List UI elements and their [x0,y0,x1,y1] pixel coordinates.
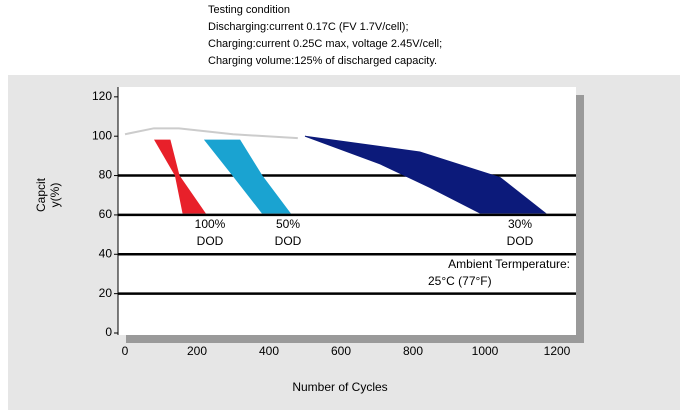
title-line: Testing condition [208,4,290,16]
ambient-label: Ambient Termperature: [448,257,570,271]
x-tick-label: 600 [331,344,351,358]
x-tick-label: 800 [403,344,423,358]
annotation: 50% [276,217,300,231]
y-tick-label: 100 [92,128,112,142]
title-line: Charging volume:125% of discharged capac… [208,55,437,67]
annotation: DOD [197,234,224,248]
area-band [203,139,291,214]
y-tick-label: 0 [105,325,112,339]
x-tick-label: 200 [187,344,207,358]
y-tick-label: 40 [99,246,113,260]
ambient-value: 25°C (77°F) [428,274,492,288]
annotation: DOD [275,234,302,248]
initial-line [124,127,298,140]
annotation: 100% [195,217,226,231]
x-tick-label: 1200 [544,344,571,358]
title-line: Charging:current 0.25C max, voltage 2.45… [208,38,442,50]
title-line: Discharging:current 0.17C (FV 1.7V/cell)… [208,21,409,33]
x-tick-label: 400 [259,344,279,358]
y-tick-label: 120 [92,89,112,103]
annotation: 30% [508,217,532,231]
y-axis-label: Capcit [34,177,48,212]
area-band [304,135,547,214]
y-tick-label: 20 [99,286,113,300]
y-axis-label: y(%) [48,183,62,208]
area-band [154,139,206,214]
x-tick-label: 0 [122,344,129,358]
x-tick-label: 1000 [472,344,499,358]
y-tick-label: 80 [99,168,113,182]
x-axis-label: Number of Cycles [292,380,387,394]
y-tick-label: 60 [99,207,113,221]
annotation: DOD [507,234,534,248]
